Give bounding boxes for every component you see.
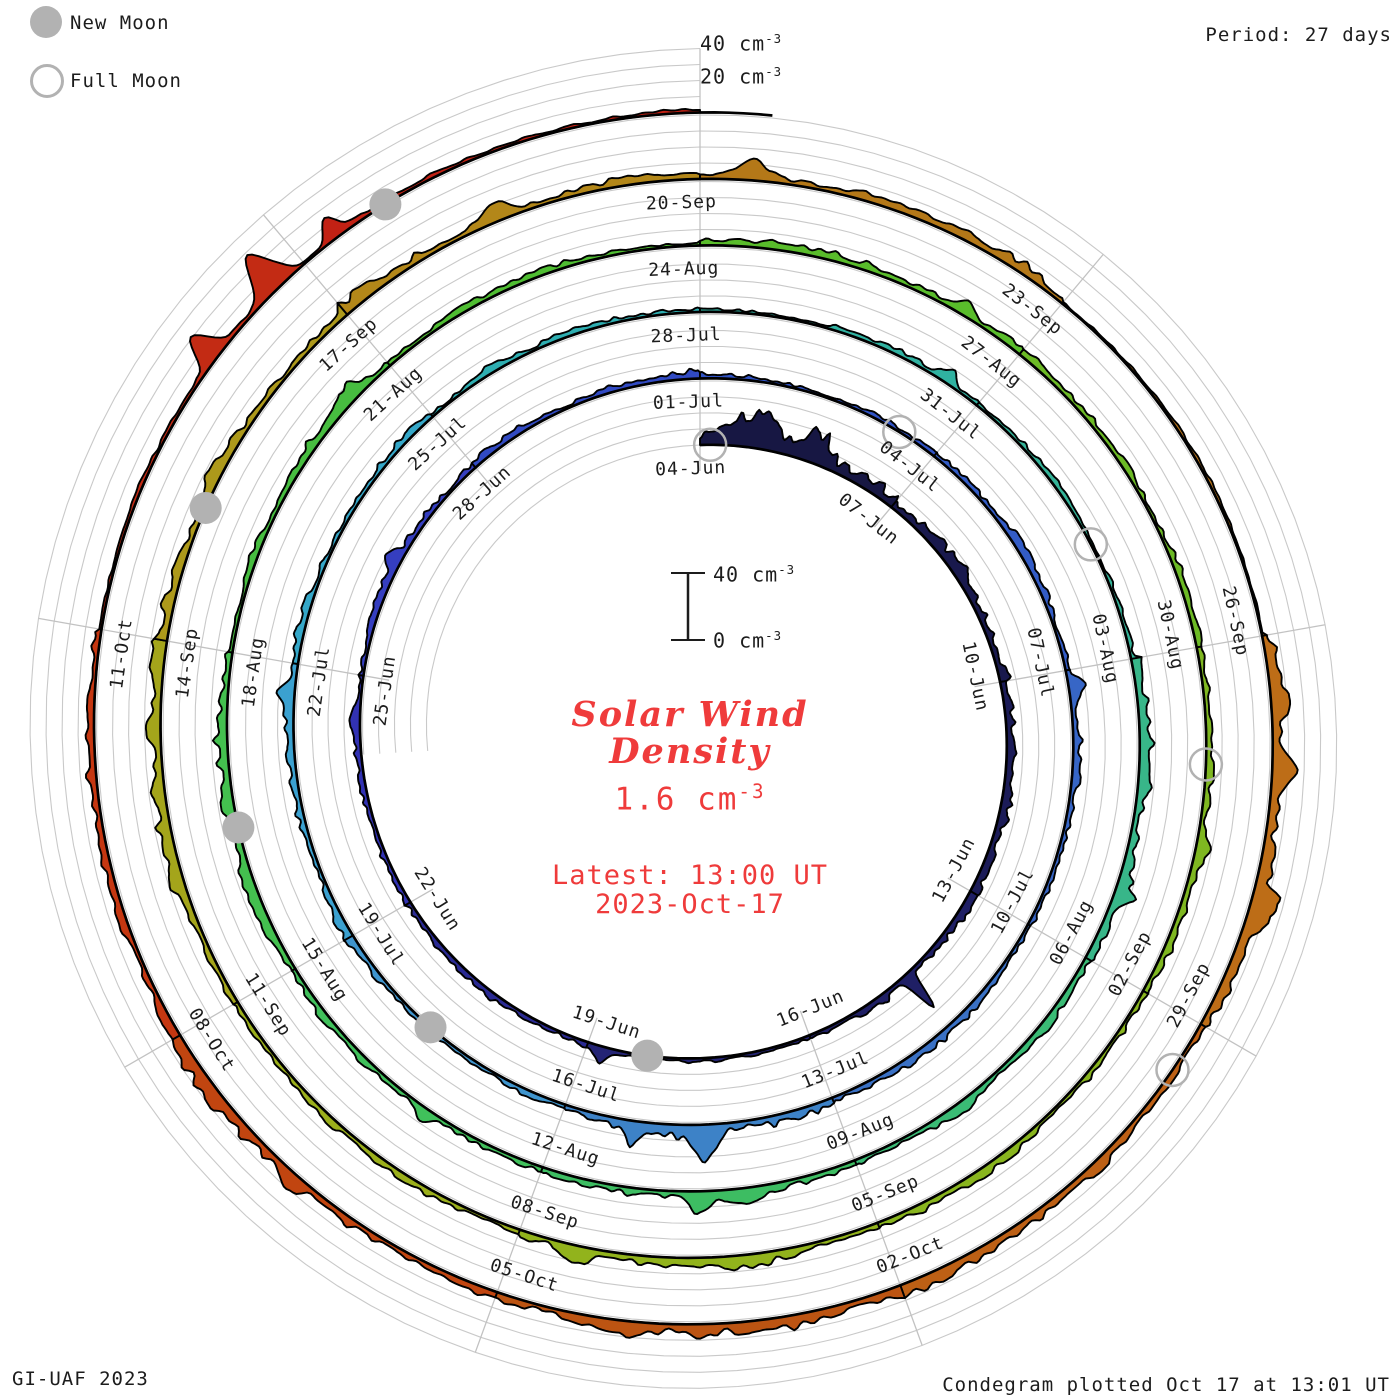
period-label: Period: 27 days xyxy=(1205,24,1392,46)
outer-tick-20: 20 cm-3 xyxy=(700,64,783,89)
density-band-segment xyxy=(563,1096,835,1164)
density-band-segment xyxy=(969,680,1018,897)
gridline-spiral xyxy=(29,47,1338,1389)
gridline-spiral-leadin xyxy=(362,380,701,755)
latest-time-label: Latest: 13:00 UT xyxy=(551,860,829,891)
full-moon-marker xyxy=(1073,527,1109,562)
scale-bar-bottom-label: 0 cm-3 xyxy=(713,628,783,653)
date-label: 18-Aug xyxy=(238,636,269,709)
full-moon-marker xyxy=(1155,1052,1190,1088)
credit-label: GI-UAF 2023 xyxy=(12,1368,149,1390)
density-band-segment xyxy=(517,1221,881,1272)
density-band-segment xyxy=(932,451,1071,672)
radial-spoke xyxy=(38,617,390,681)
density-band-segment xyxy=(290,967,544,1173)
gridline-spiral xyxy=(61,79,1306,1357)
outer-tick-40: 40 cm-3 xyxy=(700,31,783,56)
density-band-segment xyxy=(1084,656,1156,963)
density-band-segment xyxy=(1142,645,1215,995)
gridline-spiral-leadin xyxy=(425,444,701,751)
new-moon-marker xyxy=(189,491,222,524)
density-band-segment xyxy=(699,307,981,407)
chart-title-line2: Density xyxy=(609,731,771,772)
date-label: 14-Sep xyxy=(172,626,203,699)
density-band-segment xyxy=(494,1284,906,1340)
date-label: 28-Jun xyxy=(449,461,516,524)
full-moon-marker xyxy=(1188,747,1224,782)
legend-full-moon-label: Full Moon xyxy=(70,70,182,92)
density-band-segment xyxy=(1026,668,1087,927)
density-band-segment xyxy=(429,306,701,418)
date-label: 01-Jul xyxy=(653,390,725,413)
latest-density-value: 1.6 cm-3 xyxy=(614,780,766,818)
scale-bar-top-label: 40 cm-3 xyxy=(713,562,796,587)
legend-new-moon-label: New Moon xyxy=(70,12,170,34)
density-band-segment xyxy=(144,637,239,1006)
density-band-segment xyxy=(853,956,1093,1166)
date-label: 28-Jul xyxy=(650,324,722,347)
date-label: 21-Aug xyxy=(360,363,427,426)
density-band-segment xyxy=(336,172,701,316)
density-band-segment xyxy=(1061,301,1268,637)
gridline-spiral xyxy=(45,63,1322,1373)
new-moon-marker xyxy=(631,1039,664,1072)
density-band-segment xyxy=(831,923,1032,1105)
density-band-segment xyxy=(302,108,701,265)
full-moon-marker xyxy=(692,427,728,463)
full-moon-marker xyxy=(882,414,917,450)
new-moon-marker xyxy=(414,1011,447,1044)
density-band-segment xyxy=(540,1159,858,1215)
chart-title-line1: Solar Wind xyxy=(571,694,809,735)
density-band-segment xyxy=(291,413,434,666)
density-band-segment xyxy=(699,157,1065,305)
density-band-segment xyxy=(699,237,1025,356)
latest-date-label: 2023-Oct-17 xyxy=(595,889,785,920)
date-label: 20-Sep xyxy=(646,191,718,214)
density-band-segment xyxy=(386,239,701,367)
full-moon-icon xyxy=(30,64,64,98)
gridline-spiral-leadin xyxy=(393,412,701,753)
gridline-spiral-leadin xyxy=(378,396,701,754)
density-band-segment xyxy=(699,371,938,458)
radial-spoke xyxy=(873,253,1104,528)
date-label: 25-Jun xyxy=(370,654,401,727)
date-label: 04-Jun xyxy=(655,457,727,480)
date-label: 11-Oct xyxy=(106,617,137,690)
new-moon-marker xyxy=(222,811,255,844)
density-band-segment xyxy=(890,500,1012,684)
gridline-spiral-leadin xyxy=(409,428,701,752)
density-band-segment xyxy=(403,901,590,1049)
date-label: 10-Jun xyxy=(957,640,992,714)
date-label: 22-Jul xyxy=(304,645,335,718)
new-moon-icon xyxy=(30,6,62,38)
density-band-segment xyxy=(98,253,306,631)
density-band-segment xyxy=(808,890,979,1040)
plotted-timestamp-label: Condegram plotted Oct 17 at 13:01 UT xyxy=(942,1374,1390,1396)
density-band-segment xyxy=(1018,348,1203,649)
date-label: 24-Aug xyxy=(648,258,720,281)
density-band-segment xyxy=(211,650,297,972)
date-label: 03-Aug xyxy=(1088,612,1123,686)
density-band-segment xyxy=(275,662,354,942)
density-band-segment xyxy=(227,361,392,654)
density-band-segment xyxy=(348,673,412,907)
date-label: 27-Aug xyxy=(957,332,1026,392)
date-label: 19-Jun xyxy=(570,1002,644,1044)
radial-spoke xyxy=(262,214,493,488)
density-band-segment xyxy=(84,628,182,1041)
density-band-segment xyxy=(899,1023,1207,1300)
density-band-segment xyxy=(232,1000,521,1236)
density-band-segment xyxy=(357,462,477,677)
spiral-baseline xyxy=(92,111,1275,1326)
new-moon-marker xyxy=(369,188,402,221)
date-label: 22-Jun xyxy=(409,864,464,935)
density-band-segment xyxy=(171,1034,499,1299)
density-band-segment xyxy=(876,989,1150,1230)
